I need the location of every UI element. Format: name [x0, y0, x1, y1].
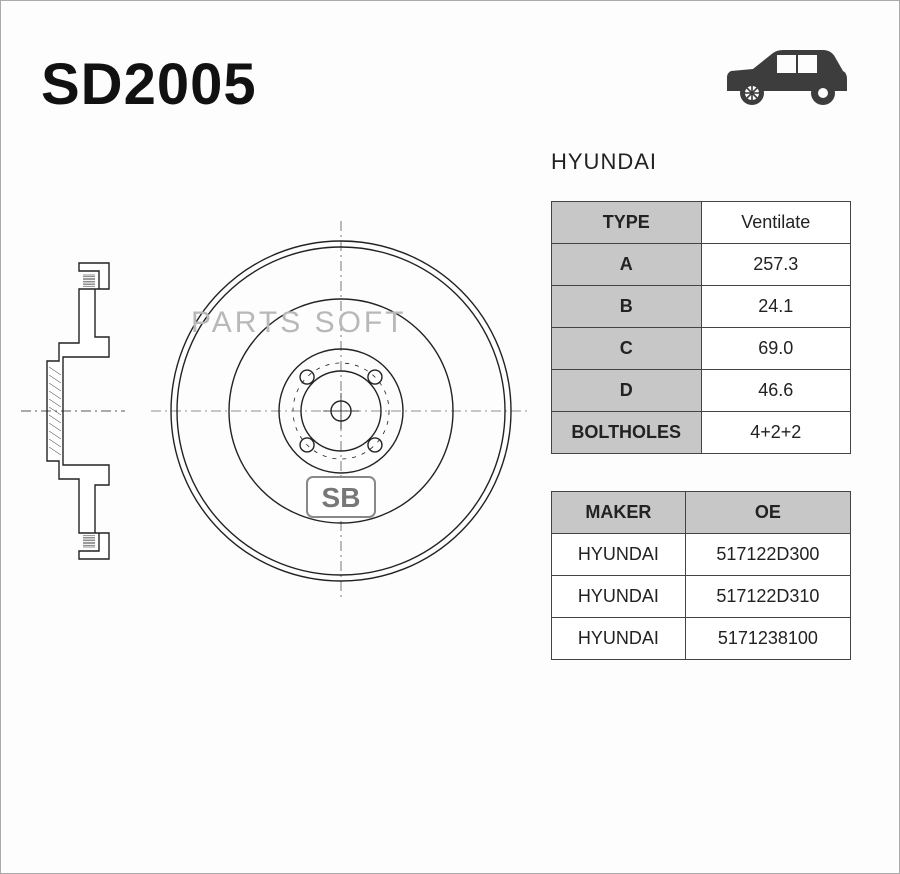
cross-row: HYUNDAI517122D310 [552, 576, 851, 618]
spec-row: BOLTHOLES4+2+2 [552, 412, 851, 454]
spec-label: C [552, 328, 702, 370]
spec-value: 257.3 [701, 244, 851, 286]
brand-label: HYUNDAI [551, 149, 657, 175]
cross-row: HYUNDAI5171238100 [552, 618, 851, 660]
spec-row: TYPEVentilate [552, 202, 851, 244]
spec-value: 46.6 [701, 370, 851, 412]
spec-label: A [552, 244, 702, 286]
cross-maker: HYUNDAI [552, 576, 686, 618]
cross-oe: 517122D300 [685, 534, 850, 576]
cross-row: HYUNDAI517122D300 [552, 534, 851, 576]
page: SD2005 HYUNDAI SB PARTS SOFT TYPEVentila… [0, 0, 900, 874]
cross-maker: HYUNDAI [552, 618, 686, 660]
car-icon [719, 41, 849, 111]
spec-value: 69.0 [701, 328, 851, 370]
brake-disc-diagram: SB [21, 201, 531, 621]
spec-value: 4+2+2 [701, 412, 851, 454]
spec-label: BOLTHOLES [552, 412, 702, 454]
cross-oe: 5171238100 [685, 618, 850, 660]
spec-row: C69.0 [552, 328, 851, 370]
spec-label: TYPE [552, 202, 702, 244]
cross-header-oe: OE [685, 492, 850, 534]
cross-oe: 517122D310 [685, 576, 850, 618]
sb-logo: SB [322, 482, 361, 513]
cross-maker: HYUNDAI [552, 534, 686, 576]
spec-value: 24.1 [701, 286, 851, 328]
spec-row: D46.6 [552, 370, 851, 412]
spec-row: B24.1 [552, 286, 851, 328]
part-number: SD2005 [41, 51, 257, 118]
spec-row: A257.3 [552, 244, 851, 286]
spec-label: B [552, 286, 702, 328]
spec-table: TYPEVentilateA257.3B24.1C69.0D46.6BOLTHO… [551, 201, 851, 454]
cross-reference-table: MAKER OE HYUNDAI517122D300HYUNDAI517122D… [551, 491, 851, 660]
cross-header-maker: MAKER [552, 492, 686, 534]
spec-label: D [552, 370, 702, 412]
spec-value: Ventilate [701, 202, 851, 244]
